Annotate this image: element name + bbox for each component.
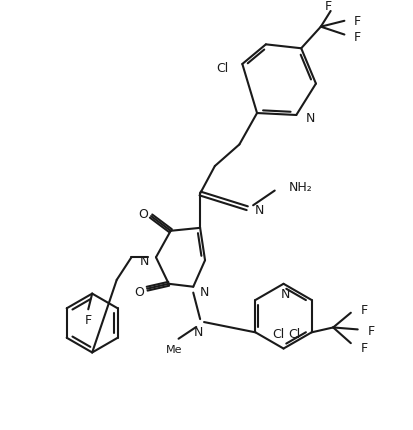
Text: Cl: Cl: [288, 328, 300, 341]
Text: F: F: [354, 15, 361, 28]
Text: NH₂: NH₂: [288, 181, 311, 194]
Text: F: F: [324, 0, 332, 12]
Text: N: N: [140, 254, 149, 267]
Text: Cl: Cl: [272, 328, 284, 341]
Text: O: O: [138, 207, 148, 220]
Text: N: N: [254, 203, 264, 216]
Text: O: O: [134, 286, 144, 298]
Text: F: F: [367, 324, 374, 337]
Text: F: F: [354, 31, 361, 44]
Text: Cl: Cl: [216, 62, 228, 75]
Text: F: F: [85, 313, 92, 326]
Text: N: N: [193, 325, 202, 338]
Text: F: F: [360, 341, 367, 354]
Text: F: F: [360, 304, 367, 316]
Text: N: N: [280, 287, 290, 301]
Text: N: N: [199, 286, 209, 298]
Text: Me: Me: [166, 344, 183, 354]
Text: N: N: [305, 112, 315, 125]
